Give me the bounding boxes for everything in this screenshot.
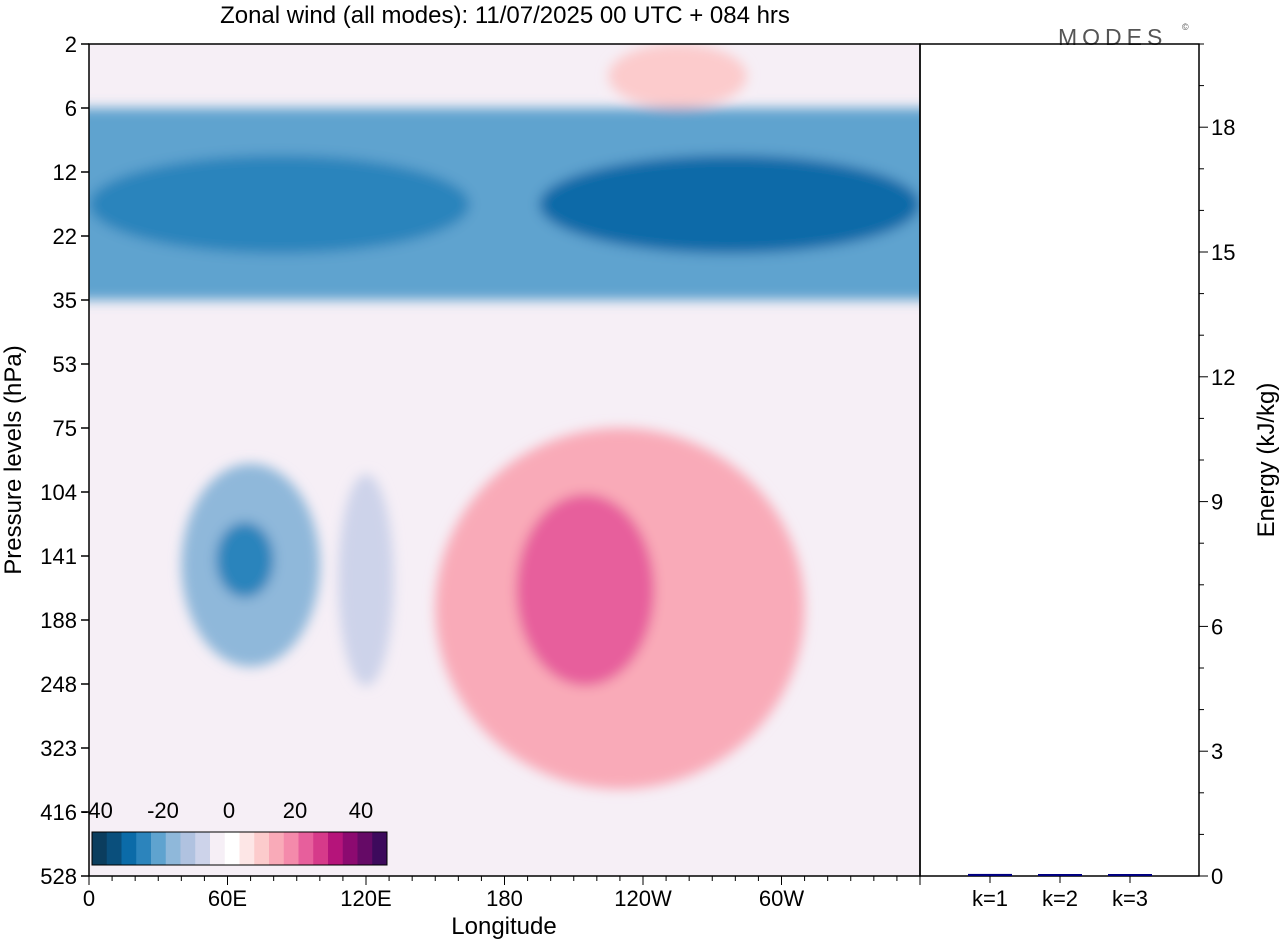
energy-axis-label: Energy (kJ/kg) — [1253, 383, 1280, 538]
wavenumber-tick-label: k=2 — [1042, 886, 1078, 911]
energy-tick-label: 0 — [1211, 864, 1223, 889]
longitude-tick-label: 0 — [83, 886, 95, 911]
pressure-tick-label: 6 — [65, 96, 77, 121]
pressure-tick-label: 416 — [40, 800, 77, 825]
colorbar-frame — [91, 831, 388, 866]
chart-title: Zonal wind (all modes): 11/07/2025 00 UT… — [220, 2, 790, 29]
wind-field-patch — [338, 474, 394, 686]
energy-axis: 0 3 6 9 12 15 18 — [1199, 43, 1235, 889]
longitude-tick-label: 60W — [759, 886, 804, 911]
energy-tick-label: 15 — [1211, 240, 1235, 265]
wind-field-patch — [516, 494, 655, 686]
energy-tick-label: 18 — [1211, 115, 1235, 140]
pressure-tick-label: 22 — [53, 224, 77, 249]
colorbar-swatch — [195, 832, 211, 865]
energy-bar — [968, 873, 1012, 876]
pressure-tick-label: 528 — [40, 864, 77, 889]
wind-field-patch — [89, 155, 470, 254]
colorbar-swatch — [298, 832, 314, 865]
pressure-tick-label: 12 — [53, 160, 77, 185]
pressure-tick-label: 75 — [53, 416, 77, 441]
colorbar-swatch — [313, 832, 329, 865]
energy-tick-label: 12 — [1211, 365, 1235, 390]
colorbar-swatch — [106, 832, 122, 865]
longitude-tick-label: 120E — [340, 886, 391, 911]
y-axis-label: Pressure levels (hPa) — [0, 345, 27, 574]
energy-tick-label: 6 — [1211, 614, 1223, 639]
energy-bar — [1108, 874, 1152, 876]
wind-field-patch — [608, 44, 747, 108]
colorbar-swatch — [180, 832, 196, 865]
pressure-tick-label: 188 — [40, 608, 77, 633]
colorbar-swatch — [239, 832, 255, 865]
copyright-mark: © — [1182, 22, 1189, 32]
pressure-tick-label: 248 — [40, 672, 77, 697]
colorbar-swatch — [151, 832, 167, 865]
wind-field-patch — [539, 155, 920, 254]
colorbar-swatch — [328, 832, 344, 865]
pressure-tick-label: 2 — [65, 32, 77, 57]
colorbar-tick-label: 0 — [223, 798, 235, 823]
modes-logo: MODES — [1058, 24, 1167, 50]
pressure-tick-label: 53 — [53, 352, 77, 377]
colorbar-tick-label: -40 — [81, 798, 113, 823]
pressure-tick-label: 35 — [53, 288, 77, 313]
energy-frame — [919, 43, 1200, 877]
longitude-tick-label: 120W — [614, 886, 672, 911]
colorbar-swatch — [136, 832, 152, 865]
colorbar-swatch — [210, 832, 226, 865]
longitude-tick-label: 180 — [486, 886, 523, 911]
colorbar-tick-label: 20 — [283, 798, 307, 823]
colorbar-swatch — [165, 832, 181, 865]
longitude-axis: 0 60E 120E 180 120W 60W — [83, 876, 921, 911]
colorbar: -40 -20 0 20 40 — [81, 798, 388, 866]
longitude-tick-label: 60E — [208, 886, 247, 911]
pressure-tick-label: 104 — [40, 480, 77, 505]
colorbar-swatch — [92, 832, 108, 865]
colorbar-swatch — [357, 832, 373, 865]
wavenumber-tick-label: k=3 — [1112, 886, 1148, 911]
colorbar-swatch — [254, 832, 270, 865]
energy-tick-label: 3 — [1211, 739, 1223, 764]
energy-bar — [1038, 874, 1082, 876]
pressure-tick-label: 323 — [40, 736, 77, 761]
energy-bars — [968, 873, 1152, 876]
zonal-wind-heatmap — [89, 44, 920, 876]
wind-field-patch — [215, 522, 274, 598]
colorbar-swatch — [342, 832, 358, 865]
colorbar-tick-label: 40 — [349, 798, 373, 823]
wavenumber-tick-label: k=1 — [972, 886, 1008, 911]
colorbar-swatch — [121, 832, 137, 865]
colorbar-swatch — [224, 832, 240, 865]
energy-tick-label: 9 — [1211, 490, 1223, 515]
colorbar-swatch — [372, 832, 388, 865]
wavenumber-axis: k=1 k=2 k=3 — [972, 876, 1148, 911]
pressure-tick-label: 141 — [40, 544, 77, 569]
x-axis-label: Longitude — [451, 913, 556, 940]
colorbar-swatch — [283, 832, 299, 865]
colorbar-swatch — [269, 832, 285, 865]
pressure-axis: 2 6 12 22 35 53 75 104 141 188 248 323 416 528 — [40, 32, 89, 889]
colorbar-tick-label: -20 — [147, 798, 179, 823]
